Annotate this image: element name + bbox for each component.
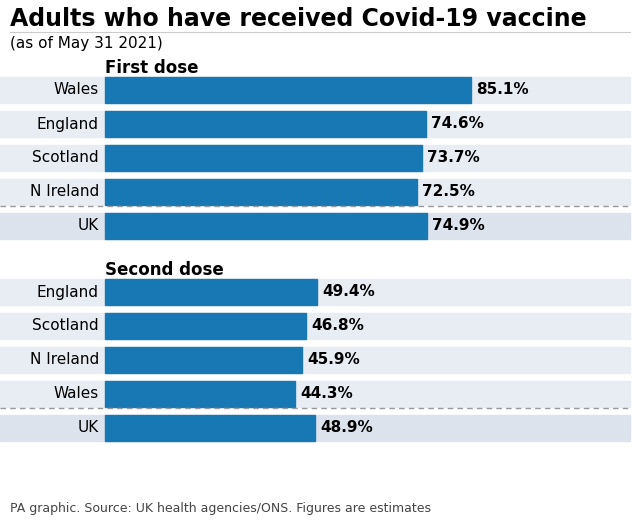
Text: 73.7%: 73.7%	[427, 150, 479, 166]
Text: 85.1%: 85.1%	[476, 82, 529, 98]
Text: 74.6%: 74.6%	[431, 116, 484, 132]
Text: Second dose: Second dose	[105, 261, 224, 279]
Bar	[0, 213, 630, 239]
Text: UK: UK	[77, 421, 99, 435]
Bar	[0, 381, 630, 407]
Text: Adults who have received Covid-19 vaccine: Adults who have received Covid-19 vaccin…	[10, 7, 587, 31]
Bar	[0, 313, 630, 339]
Bar	[0, 145, 630, 171]
Bar	[0, 347, 630, 373]
Bar	[0, 279, 630, 305]
Text: N Ireland: N Ireland	[29, 353, 99, 367]
Text: UK: UK	[77, 218, 99, 234]
Text: 44.3%: 44.3%	[301, 387, 353, 401]
Bar	[105, 381, 296, 407]
Bar	[105, 415, 316, 441]
Bar	[105, 145, 422, 171]
Text: England: England	[37, 285, 99, 299]
Bar	[105, 279, 317, 305]
Text: 48.9%: 48.9%	[320, 421, 373, 435]
Text: 74.9%: 74.9%	[432, 218, 485, 234]
Text: (as of May 31 2021): (as of May 31 2021)	[10, 36, 163, 51]
Text: PA graphic. Source: UK health agencies/ONS. Figures are estimates: PA graphic. Source: UK health agencies/O…	[10, 502, 431, 515]
Bar	[105, 213, 427, 239]
Bar	[105, 77, 471, 103]
Text: 72.5%: 72.5%	[422, 184, 475, 200]
Bar	[105, 313, 307, 339]
Bar	[0, 415, 630, 441]
Text: N Ireland: N Ireland	[29, 184, 99, 200]
Text: First dose: First dose	[105, 59, 198, 77]
Text: 45.9%: 45.9%	[307, 353, 360, 367]
Text: Wales: Wales	[54, 82, 99, 98]
Text: 46.8%: 46.8%	[311, 319, 364, 333]
Text: Wales: Wales	[54, 387, 99, 401]
Text: Scotland: Scotland	[33, 319, 99, 333]
Bar	[105, 179, 417, 205]
Text: England: England	[37, 116, 99, 132]
Bar	[0, 179, 630, 205]
Bar	[0, 111, 630, 137]
Text: 49.4%: 49.4%	[323, 285, 375, 299]
Text: Scotland: Scotland	[33, 150, 99, 166]
Bar	[105, 347, 302, 373]
Bar	[0, 77, 630, 103]
Bar	[105, 111, 426, 137]
